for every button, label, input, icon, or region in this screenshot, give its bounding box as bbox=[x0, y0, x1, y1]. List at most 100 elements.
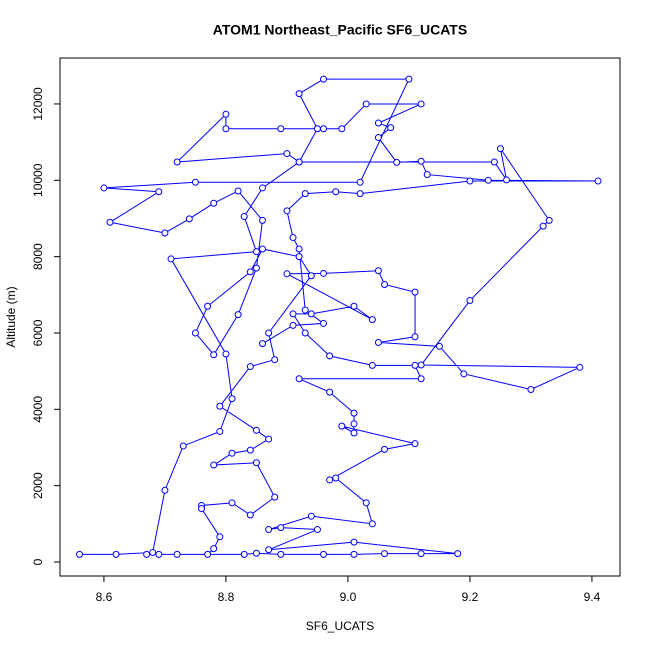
data-point bbox=[466, 177, 474, 185]
data-point bbox=[527, 385, 535, 393]
data-point bbox=[240, 213, 248, 221]
data-point bbox=[332, 188, 340, 196]
data-point bbox=[326, 352, 334, 360]
data-point bbox=[295, 245, 303, 253]
y-tick-label: 12000 bbox=[31, 87, 45, 121]
data-point bbox=[198, 505, 206, 513]
data-point bbox=[350, 409, 358, 417]
data-point bbox=[265, 526, 273, 534]
data-point bbox=[332, 474, 340, 482]
data-point bbox=[283, 270, 291, 278]
data-point bbox=[246, 511, 254, 519]
data-point bbox=[289, 310, 297, 318]
data-point bbox=[173, 550, 181, 558]
data-point bbox=[259, 245, 267, 253]
data-point bbox=[387, 124, 395, 132]
data-point bbox=[252, 264, 260, 272]
data-point bbox=[350, 550, 358, 558]
data-point bbox=[265, 329, 273, 337]
data-point bbox=[216, 427, 224, 435]
data-point bbox=[350, 302, 358, 310]
data-point bbox=[417, 550, 425, 558]
data-point bbox=[295, 90, 303, 98]
data-point bbox=[228, 499, 236, 507]
data-point bbox=[143, 550, 151, 558]
data-point bbox=[368, 361, 376, 369]
data-point bbox=[338, 422, 346, 430]
data-point bbox=[326, 388, 334, 396]
data-point bbox=[423, 171, 431, 179]
data-point bbox=[106, 218, 114, 226]
data-point bbox=[76, 550, 84, 558]
data-point bbox=[246, 363, 254, 371]
data-point bbox=[301, 329, 309, 337]
data-point bbox=[374, 134, 382, 142]
data-point bbox=[417, 361, 425, 369]
data-point bbox=[246, 446, 254, 454]
data-point bbox=[381, 550, 389, 558]
data-point bbox=[246, 268, 254, 276]
data-point bbox=[210, 461, 218, 469]
data-point bbox=[155, 188, 163, 196]
y-tick-label: 10000 bbox=[31, 163, 45, 197]
data-point bbox=[295, 158, 303, 166]
data-point bbox=[405, 75, 413, 83]
data-point bbox=[503, 176, 511, 184]
data-point bbox=[411, 288, 419, 296]
data-point bbox=[350, 429, 358, 437]
data-point bbox=[320, 125, 328, 133]
data-point bbox=[204, 550, 212, 558]
data-point bbox=[368, 520, 376, 528]
plot-frame bbox=[59, 57, 621, 577]
data-point bbox=[320, 319, 328, 327]
data-point bbox=[417, 375, 425, 383]
data-point bbox=[277, 550, 285, 558]
data-point bbox=[228, 395, 236, 403]
data-point bbox=[210, 199, 218, 207]
data-point bbox=[490, 158, 498, 166]
data-point bbox=[362, 100, 370, 108]
data-point bbox=[326, 476, 334, 484]
data-point bbox=[210, 351, 218, 359]
data-point bbox=[356, 178, 364, 186]
data-point bbox=[356, 190, 364, 198]
data-point bbox=[179, 442, 187, 450]
data-point bbox=[362, 499, 370, 507]
data-point bbox=[484, 176, 492, 184]
data-point bbox=[210, 545, 218, 553]
data-point bbox=[320, 75, 328, 83]
data-point bbox=[283, 150, 291, 158]
data-point bbox=[167, 255, 175, 263]
data-point bbox=[185, 215, 193, 223]
data-point bbox=[368, 316, 376, 324]
data-point bbox=[350, 420, 358, 428]
data-point bbox=[374, 119, 382, 127]
data-point bbox=[271, 493, 279, 501]
data-point bbox=[222, 110, 230, 118]
data-point bbox=[381, 445, 389, 453]
data-point bbox=[265, 435, 273, 443]
data-point bbox=[466, 297, 474, 305]
data-point bbox=[252, 426, 260, 434]
x-tick-label: 9.4 bbox=[584, 590, 601, 604]
data-point bbox=[149, 548, 157, 556]
data-point bbox=[216, 402, 224, 410]
y-tick-label: 6000 bbox=[31, 319, 45, 346]
data-point bbox=[411, 361, 419, 369]
data-point bbox=[496, 145, 504, 153]
data-point bbox=[222, 350, 230, 358]
data-point bbox=[234, 311, 242, 319]
data-point bbox=[277, 125, 285, 133]
data-point bbox=[350, 538, 358, 546]
data-point bbox=[191, 178, 199, 186]
data-point bbox=[313, 125, 321, 133]
y-tick-label: 8000 bbox=[31, 243, 45, 270]
data-point bbox=[265, 546, 273, 554]
data-point bbox=[204, 302, 212, 310]
data-point bbox=[411, 333, 419, 341]
data-point bbox=[411, 440, 419, 448]
y-axis-label: Altitude (m) bbox=[4, 286, 18, 347]
y-tick-label: 2000 bbox=[31, 472, 45, 499]
data-point bbox=[271, 356, 279, 364]
